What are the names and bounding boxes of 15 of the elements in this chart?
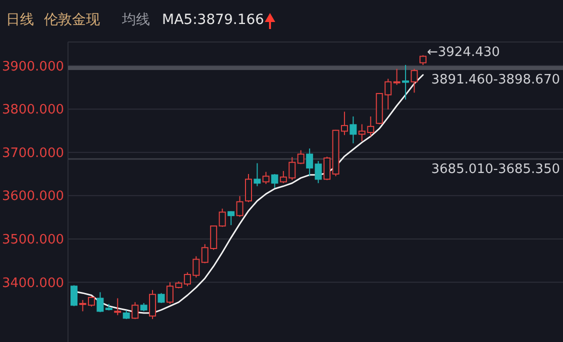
y-tick-label: 3600.000 [2, 189, 64, 204]
band-label: 3685.010-3685.350 [431, 162, 560, 177]
y-tick-label: 3800.000 [2, 102, 64, 118]
y-tick-label: 3900.000 [2, 59, 64, 74]
y-tick-label: 3400.000 [2, 276, 64, 291]
text: MA5:3879.166 [162, 12, 264, 28]
y-tick-label: 3700.000 [2, 146, 64, 161]
text: 均线 [121, 12, 150, 28]
y-tick-label: 3500.000 [2, 232, 64, 248]
annotation: ←3924.430 [427, 44, 500, 60]
candlestick [350, 116, 357, 144]
candlestick [402, 64, 410, 100]
chart-title: 日线 [6, 12, 34, 28]
band-label: 3891.460-3898.670 [431, 72, 560, 88]
chart-subtitle: 伦敦金现 [44, 12, 100, 28]
